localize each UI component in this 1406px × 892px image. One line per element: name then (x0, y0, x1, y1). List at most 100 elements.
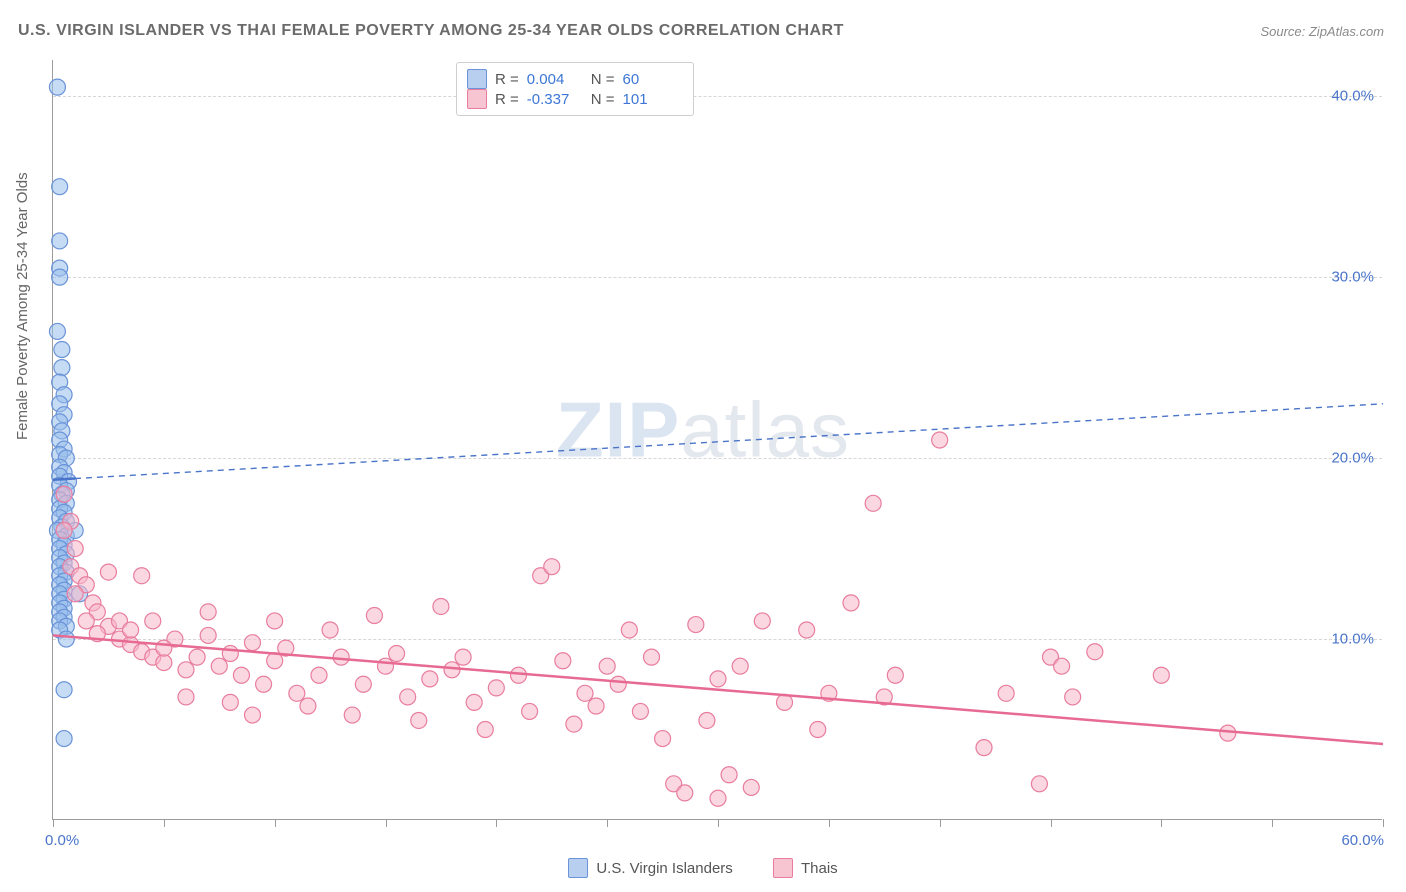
data-point (52, 179, 68, 195)
xlabel-right: 60.0% (1341, 832, 1384, 849)
trend-line (53, 635, 1383, 744)
data-point (58, 631, 74, 647)
n-value-blue: 60 (623, 71, 679, 88)
data-point (577, 685, 593, 701)
data-point (655, 731, 671, 747)
data-point (56, 522, 72, 538)
r-label: R = (495, 71, 519, 88)
data-point (200, 604, 216, 620)
data-point (1065, 689, 1081, 705)
data-point (67, 586, 83, 602)
chart-container: U.S. VIRGIN ISLANDER VS THAI FEMALE POVE… (0, 0, 1406, 892)
data-point (267, 613, 283, 629)
data-point (688, 617, 704, 633)
data-point (178, 662, 194, 678)
data-point (466, 694, 482, 710)
xtick (164, 819, 165, 827)
trend-line (53, 404, 1383, 480)
data-point (49, 323, 65, 339)
xlabel-left: 0.0% (45, 832, 79, 849)
data-point (887, 667, 903, 683)
data-point (422, 671, 438, 687)
xtick (386, 819, 387, 827)
data-point (488, 680, 504, 696)
correlation-legend: R = 0.004 N = 60 R = -0.337 N = 101 (456, 62, 694, 116)
legend-item-blue: U.S. Virgin Islanders (568, 858, 732, 878)
data-point (134, 568, 150, 584)
swatch-blue (467, 69, 487, 89)
data-point (710, 790, 726, 806)
n-label: N = (591, 91, 615, 108)
data-point (998, 685, 1014, 701)
data-point (289, 685, 305, 701)
r-value-pink: -0.337 (527, 91, 583, 108)
data-point (810, 722, 826, 738)
data-point (56, 486, 72, 502)
data-point (865, 495, 881, 511)
data-point (632, 703, 648, 719)
data-point (677, 785, 693, 801)
data-point (976, 740, 992, 756)
xtick (607, 819, 608, 827)
data-point (256, 676, 272, 692)
data-point (49, 79, 65, 95)
data-point (333, 649, 349, 665)
data-point (799, 622, 815, 638)
data-point (1220, 725, 1236, 741)
data-point (222, 646, 238, 662)
xtick (53, 819, 54, 827)
swatch-pink (467, 89, 487, 109)
data-point (156, 640, 172, 656)
xtick (829, 819, 830, 827)
data-point (455, 649, 471, 665)
data-point (588, 698, 604, 714)
r-label: R = (495, 91, 519, 108)
data-point (1031, 776, 1047, 792)
data-point (189, 649, 205, 665)
data-point (444, 662, 460, 678)
xtick (940, 819, 941, 827)
data-point (621, 622, 637, 638)
legend-row-pink: R = -0.337 N = 101 (467, 89, 679, 109)
swatch-pink (773, 858, 793, 878)
data-point (245, 635, 261, 651)
data-point (400, 689, 416, 705)
legend-label-pink: Thais (801, 860, 838, 877)
data-point (100, 564, 116, 580)
data-point (843, 595, 859, 611)
data-point (477, 722, 493, 738)
data-point (54, 342, 70, 358)
n-label: N = (591, 71, 615, 88)
data-point (355, 676, 371, 692)
r-value-blue: 0.004 (527, 71, 583, 88)
trend-line (53, 479, 75, 480)
y-axis-title: Female Poverty Among 25-34 Year Olds (14, 172, 31, 440)
legend-item-pink: Thais (773, 858, 838, 878)
legend-label-blue: U.S. Virgin Islanders (596, 860, 732, 877)
data-point (56, 682, 72, 698)
data-point (754, 613, 770, 629)
chart-title: U.S. VIRGIN ISLANDER VS THAI FEMALE POVE… (18, 22, 844, 40)
data-point (366, 608, 382, 624)
data-point (511, 667, 527, 683)
data-point (1153, 667, 1169, 683)
source-label: Source: ZipAtlas.com (1260, 24, 1384, 39)
data-point (389, 646, 405, 662)
data-point (522, 703, 538, 719)
data-point (566, 716, 582, 732)
xtick (1383, 819, 1384, 827)
data-point (178, 689, 194, 705)
data-point (378, 658, 394, 674)
data-point (699, 712, 715, 728)
data-point (123, 622, 139, 638)
legend-bottom: U.S. Virgin Islanders Thais (0, 858, 1406, 882)
data-point (411, 712, 427, 728)
data-point (300, 698, 316, 714)
data-point (56, 731, 72, 747)
data-point (555, 653, 571, 669)
n-value-pink: 101 (623, 91, 679, 108)
data-point (1054, 658, 1070, 674)
xtick (275, 819, 276, 827)
data-point (599, 658, 615, 674)
data-point (1087, 644, 1103, 660)
